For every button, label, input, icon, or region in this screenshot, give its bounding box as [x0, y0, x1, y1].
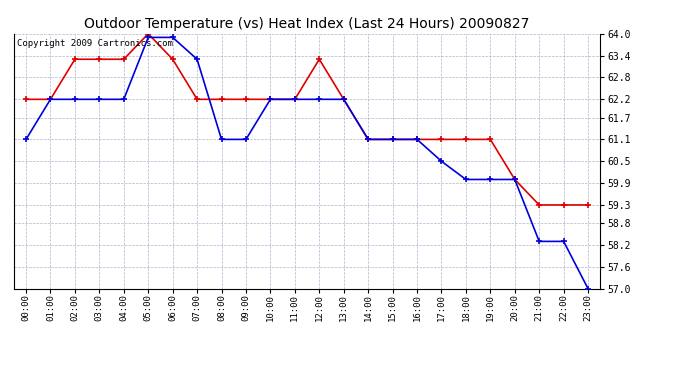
Title: Outdoor Temperature (vs) Heat Index (Last 24 Hours) 20090827: Outdoor Temperature (vs) Heat Index (Las…: [84, 17, 530, 31]
Text: Copyright 2009 Cartronics.com: Copyright 2009 Cartronics.com: [17, 39, 172, 48]
